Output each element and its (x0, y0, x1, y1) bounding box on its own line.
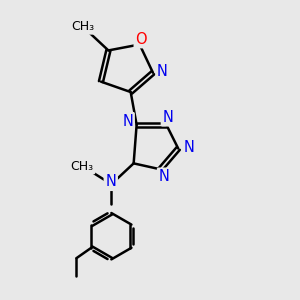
Text: N: N (162, 110, 173, 125)
Text: O: O (135, 32, 147, 46)
Text: N: N (157, 64, 168, 79)
Text: N: N (158, 169, 169, 184)
Text: N: N (122, 114, 133, 129)
Text: N: N (105, 174, 116, 189)
Text: N: N (183, 140, 194, 154)
Text: CH₃: CH₃ (71, 160, 94, 173)
Text: CH₃: CH₃ (71, 20, 94, 33)
